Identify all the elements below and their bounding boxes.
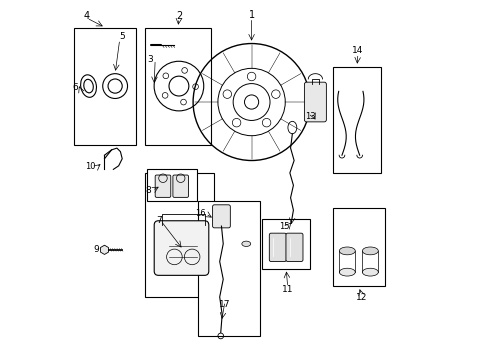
Ellipse shape	[362, 268, 378, 276]
Text: 4: 4	[83, 11, 90, 21]
Circle shape	[244, 95, 258, 109]
Text: 13: 13	[304, 112, 315, 121]
Text: 8: 8	[145, 186, 151, 195]
Bar	[332, 208, 384, 286]
Text: 1: 1	[248, 10, 254, 20]
Bar	[74, 28, 136, 145]
Text: 6: 6	[72, 84, 78, 93]
Text: 16: 16	[195, 209, 205, 218]
Bar	[262, 219, 309, 269]
Bar	[145, 28, 210, 145]
FancyBboxPatch shape	[212, 205, 230, 228]
Text: 7: 7	[156, 216, 161, 225]
Ellipse shape	[339, 268, 355, 276]
Bar	[147, 169, 196, 201]
Text: 15: 15	[279, 222, 289, 231]
FancyBboxPatch shape	[269, 233, 286, 261]
Text: 11: 11	[282, 285, 293, 294]
Text: 9: 9	[93, 245, 99, 254]
FancyBboxPatch shape	[155, 175, 170, 197]
Text: 2: 2	[176, 11, 182, 21]
Bar	[332, 67, 380, 173]
FancyBboxPatch shape	[173, 175, 188, 197]
Text: 3: 3	[147, 55, 152, 64]
Ellipse shape	[339, 247, 355, 255]
Text: 5: 5	[119, 32, 125, 41]
FancyBboxPatch shape	[154, 221, 208, 275]
FancyBboxPatch shape	[304, 82, 325, 122]
FancyBboxPatch shape	[285, 233, 303, 261]
Text: 17: 17	[219, 300, 230, 309]
Ellipse shape	[242, 241, 250, 247]
Bar	[198, 201, 260, 336]
Text: 14: 14	[351, 46, 363, 55]
Text: 12: 12	[355, 293, 366, 302]
Bar	[145, 173, 214, 297]
Ellipse shape	[362, 247, 378, 255]
Text: 10: 10	[84, 162, 95, 171]
